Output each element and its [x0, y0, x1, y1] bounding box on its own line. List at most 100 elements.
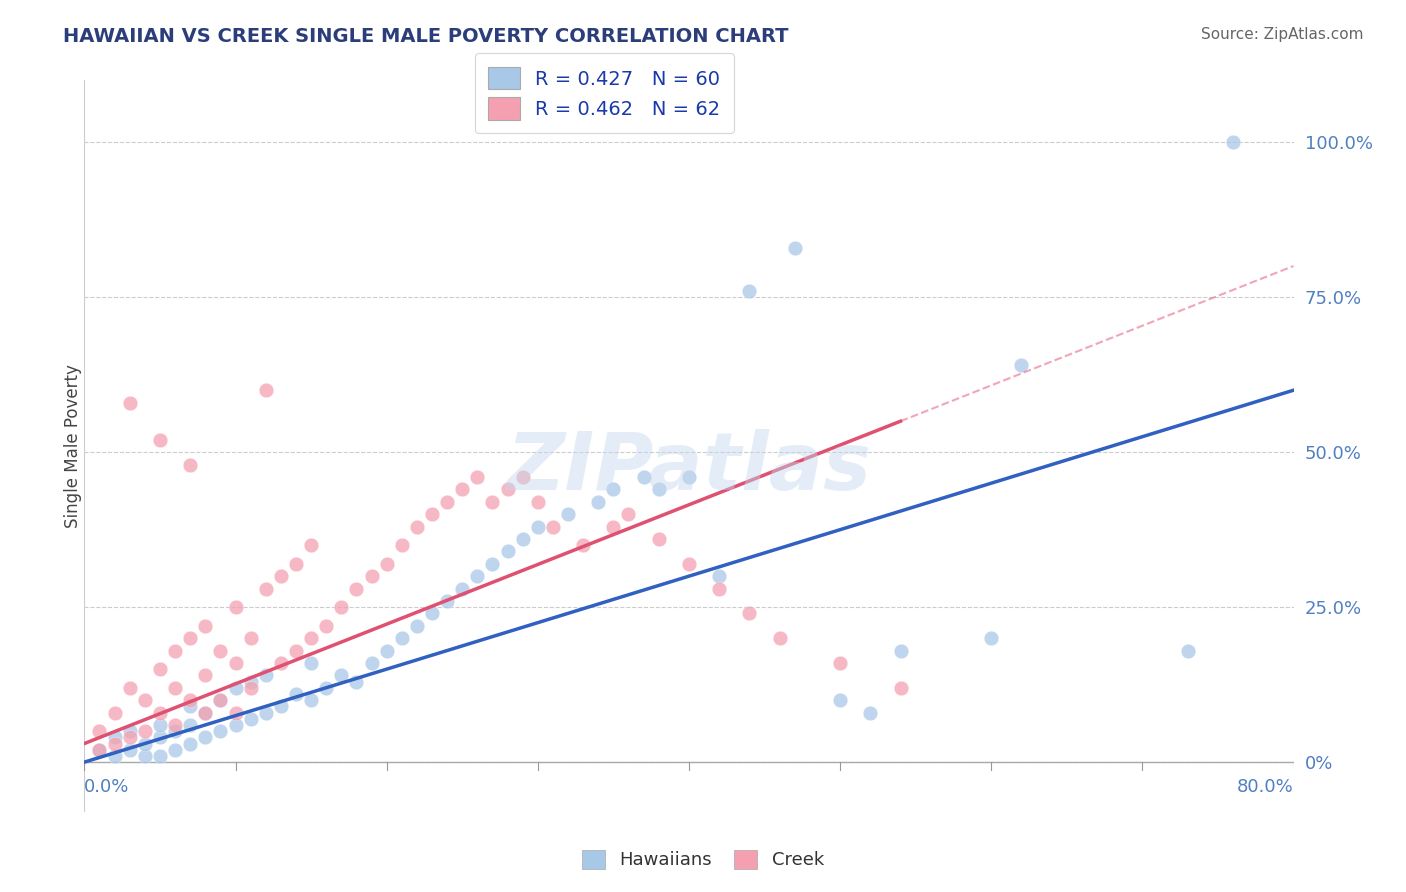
- Point: [89, 743, 111, 757]
- Point: [588, 495, 610, 509]
- Point: [270, 569, 292, 583]
- Point: [557, 507, 579, 521]
- Point: [830, 656, 852, 670]
- Point: [783, 241, 806, 255]
- Point: [134, 737, 156, 751]
- Point: [165, 643, 187, 657]
- Point: [239, 674, 262, 689]
- Point: [481, 557, 503, 571]
- Point: [149, 662, 172, 676]
- Point: [315, 619, 337, 633]
- Point: [330, 600, 353, 615]
- Point: [194, 706, 217, 720]
- Point: [375, 643, 398, 657]
- Point: [709, 569, 731, 583]
- Point: [118, 724, 141, 739]
- Point: [225, 656, 247, 670]
- Point: [406, 619, 429, 633]
- Point: [330, 668, 353, 682]
- Point: [436, 594, 458, 608]
- Text: 80.0%: 80.0%: [1237, 778, 1294, 796]
- Point: [602, 483, 624, 497]
- Point: [391, 631, 413, 645]
- Point: [165, 718, 187, 732]
- Point: [134, 748, 156, 763]
- Point: [299, 631, 322, 645]
- Point: [149, 731, 172, 745]
- Point: [738, 284, 761, 298]
- Point: [149, 718, 172, 732]
- Point: [360, 656, 382, 670]
- Point: [134, 693, 156, 707]
- Point: [118, 743, 141, 757]
- Point: [451, 483, 474, 497]
- Point: [602, 519, 624, 533]
- Point: [209, 693, 232, 707]
- Point: [225, 718, 247, 732]
- Point: [104, 731, 127, 745]
- Point: [678, 470, 700, 484]
- Point: [225, 706, 247, 720]
- Point: [209, 724, 232, 739]
- Legend: Hawaiians, Creek: Hawaiians, Creek: [572, 841, 834, 879]
- Point: [541, 519, 564, 533]
- Point: [420, 507, 443, 521]
- Point: [225, 681, 247, 695]
- Point: [165, 743, 187, 757]
- Point: [633, 470, 655, 484]
- Point: [346, 582, 368, 596]
- Point: [194, 668, 217, 682]
- Point: [179, 699, 201, 714]
- Point: [512, 532, 534, 546]
- Point: [239, 712, 262, 726]
- Point: [299, 538, 322, 552]
- Point: [194, 706, 217, 720]
- Point: [648, 483, 671, 497]
- Point: [165, 724, 187, 739]
- Point: [391, 538, 413, 552]
- Point: [104, 737, 127, 751]
- Point: [738, 607, 761, 621]
- Text: 0.0%: 0.0%: [84, 778, 129, 796]
- Point: [118, 731, 141, 745]
- Point: [89, 724, 111, 739]
- Point: [285, 687, 308, 701]
- Point: [239, 681, 262, 695]
- Point: [890, 681, 912, 695]
- Point: [209, 693, 232, 707]
- Point: [572, 538, 595, 552]
- Point: [420, 607, 443, 621]
- Point: [299, 693, 322, 707]
- Point: [149, 433, 172, 447]
- Point: [346, 674, 368, 689]
- Point: [467, 569, 489, 583]
- Point: [118, 395, 141, 409]
- Point: [239, 631, 262, 645]
- Text: ZIPatlas: ZIPatlas: [506, 429, 872, 507]
- Point: [194, 619, 217, 633]
- Point: [270, 656, 292, 670]
- Point: [194, 731, 217, 745]
- Point: [527, 495, 550, 509]
- Point: [179, 458, 201, 472]
- Point: [709, 582, 731, 596]
- Point: [830, 693, 852, 707]
- Point: [375, 557, 398, 571]
- Point: [270, 699, 292, 714]
- Point: [315, 681, 337, 695]
- Point: [1177, 643, 1199, 657]
- Point: [890, 643, 912, 657]
- Point: [512, 470, 534, 484]
- Point: [648, 532, 671, 546]
- Point: [496, 483, 519, 497]
- Point: [149, 748, 172, 763]
- Point: [225, 600, 247, 615]
- Point: [496, 544, 519, 558]
- Point: [678, 557, 700, 571]
- Point: [209, 643, 232, 657]
- Point: [165, 681, 187, 695]
- Point: [360, 569, 382, 583]
- Point: [104, 706, 127, 720]
- Text: Source: ZipAtlas.com: Source: ZipAtlas.com: [1201, 27, 1364, 42]
- Legend: R = 0.427   N = 60, R = 0.462   N = 62: R = 0.427 N = 60, R = 0.462 N = 62: [475, 54, 734, 133]
